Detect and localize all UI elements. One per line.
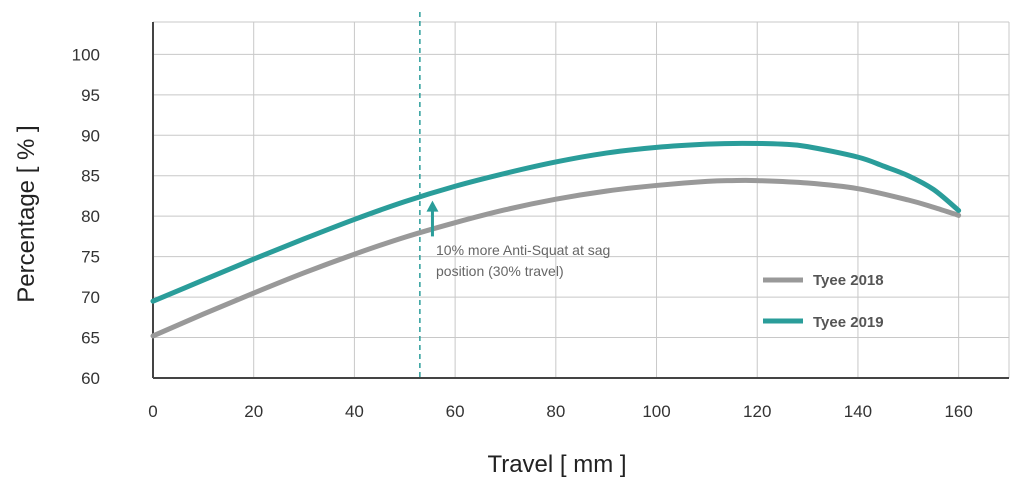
y-tick-label: 95 — [81, 86, 100, 105]
legend-label-tyee-2018: Tyee 2018 — [813, 272, 884, 289]
annotation: 10% more Anti-Squat at sag position (30%… — [426, 200, 610, 279]
x-tick-label: 120 — [743, 402, 771, 421]
y-tick-label: 90 — [81, 126, 100, 145]
x-axis-title: Travel [ mm ] — [487, 451, 626, 478]
annotation-line-2: position (30% travel) — [436, 263, 564, 279]
y-tick-label: 75 — [81, 248, 100, 267]
annotation-arrow-head — [426, 200, 439, 212]
x-tick-label: 160 — [944, 402, 972, 421]
x-tick-label: 60 — [446, 402, 465, 421]
y-tick-label: 80 — [81, 207, 100, 226]
y-axis-title: Percentage [ % ] — [13, 125, 40, 302]
x-tick-label: 80 — [546, 402, 565, 421]
x-tick-label: 0 — [148, 402, 157, 421]
series-line-tyee-2019 — [150, 140, 962, 304]
series-line-tyee-2018 — [150, 177, 962, 339]
y-tick-label: 100 — [72, 45, 100, 64]
axes: 0 20 40 60 80 100 120 140 160 60 65 70 75 80 85 90 95 100 — [72, 22, 1009, 421]
x-tick-label: 140 — [844, 402, 872, 421]
legend-label-tyee-2019: Tyee 2019 — [813, 314, 884, 331]
annotation-line-1: 10% more Anti-Squat at sag — [436, 242, 610, 258]
y-tick-label: 65 — [81, 329, 100, 348]
x-tick-label: 100 — [642, 402, 670, 421]
legend: Tyee 2018 Tyee 2019 — [763, 272, 884, 331]
y-tick-label: 70 — [81, 288, 100, 307]
series-layer — [150, 140, 962, 339]
y-tick-label: 85 — [81, 167, 100, 186]
x-tick-label: 20 — [244, 402, 263, 421]
grid — [153, 21, 1010, 378]
y-tick-label: 60 — [81, 369, 100, 388]
x-tick-label: 40 — [345, 402, 364, 421]
